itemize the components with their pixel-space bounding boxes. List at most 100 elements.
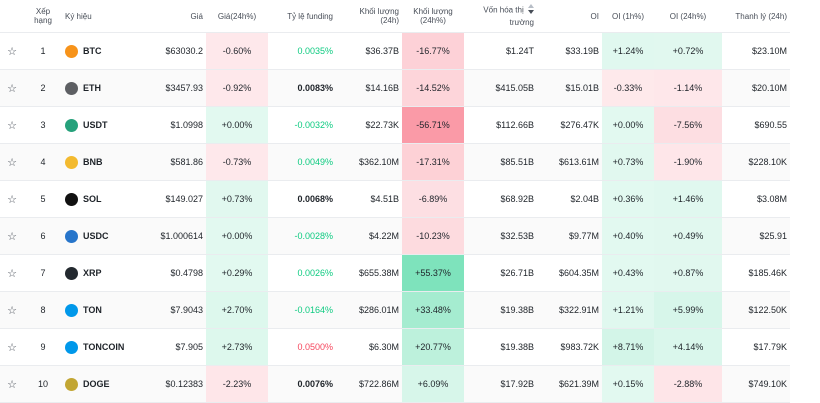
price-cell: $0.12383 — [138, 365, 206, 403]
coin-symbol: DOGE — [83, 379, 110, 389]
volume-cell: $4.51B — [336, 180, 402, 218]
favorite-cell: ☆ — [0, 365, 24, 403]
funding-rate-cell: 0.0035% — [268, 32, 336, 70]
oi-24h-cell: +0.87% — [654, 254, 722, 292]
volume-cell: $655.38M — [336, 254, 402, 292]
oi-1h-column-header[interactable]: OI (1h%) — [602, 0, 654, 33]
liquidation-column-header[interactable]: Thanh lý (24h) — [722, 0, 790, 33]
symbol-cell[interactable]: SOL — [62, 180, 138, 218]
symbol-column-header[interactable]: Ký hiệu — [62, 0, 138, 33]
oi-24h-cell: +4.14% — [654, 328, 722, 366]
liquidation-cell: $749.10K — [722, 365, 790, 403]
volume-change-cell: +6.09% — [402, 365, 464, 403]
volume-cell: $14.16B — [336, 69, 402, 107]
oi-24h-cell: -2.88% — [654, 365, 722, 403]
oi-24h-column-header[interactable]: OI (24h%) — [654, 0, 722, 33]
star-icon[interactable]: ☆ — [7, 267, 17, 280]
table-row-ton[interactable]: ☆ 8 TON $7.9043 +2.70% -0.0164% $286.01M… — [0, 291, 820, 329]
oi-24h-cell: -7.56% — [654, 106, 722, 144]
star-icon[interactable]: ☆ — [7, 304, 17, 317]
table-row-eth[interactable]: ☆ 2 ETH $3457.93 -0.92% 0.0083% $14.16B … — [0, 69, 820, 107]
table-header-row: Xếp hạng Ký hiệu Giá Giá(24h%) Tỷ lệ fun… — [0, 0, 820, 33]
symbol-cell[interactable]: ETH — [62, 69, 138, 107]
rank-cell: 5 — [24, 180, 62, 218]
symbol-cell[interactable]: TONCOIN — [62, 328, 138, 366]
star-icon[interactable]: ☆ — [7, 193, 17, 206]
price-column-header[interactable]: Giá — [138, 0, 206, 33]
volume-change-cell: -17.31% — [402, 143, 464, 181]
ethereum-icon — [65, 81, 78, 95]
funding-rate-column-header[interactable]: Tỷ lệ funding — [268, 0, 336, 33]
ton-icon — [65, 303, 78, 317]
favorite-cell: ☆ — [0, 217, 24, 255]
price-cell: $7.9043 — [138, 291, 206, 329]
star-icon[interactable]: ☆ — [7, 45, 17, 58]
favorite-cell: ☆ — [0, 143, 24, 181]
price-change-cell: -0.92% — [206, 69, 268, 107]
oi-cell: $2.04B — [537, 180, 602, 218]
price-change-cell: +0.00% — [206, 106, 268, 144]
funding-rate-cell: 0.0026% — [268, 254, 336, 292]
bitcoin-icon — [65, 44, 78, 58]
symbol-cell[interactable]: TON — [62, 291, 138, 329]
price-change-column-header[interactable]: Giá(24h%) — [206, 0, 268, 33]
volume-change-column-header[interactable]: Khối lượng (24h%) — [402, 0, 464, 33]
symbol-cell[interactable]: DOGE — [62, 365, 138, 403]
table-row-sol[interactable]: ☆ 5 SOL $149.027 +0.73% 0.0068% $4.51B -… — [0, 180, 820, 218]
price-change-cell: +2.70% — [206, 291, 268, 329]
price-cell: $3457.93 — [138, 69, 206, 107]
sort-icon[interactable] — [528, 4, 534, 17]
market-cap-cell: $112.66B — [464, 106, 537, 144]
favorite-cell: ☆ — [0, 69, 24, 107]
table-row-bnb[interactable]: ☆ 4 BNB $581.86 -0.73% 0.0049% $362.10M … — [0, 143, 820, 181]
symbol-cell[interactable]: USDT — [62, 106, 138, 144]
volume-cell: $36.37B — [336, 32, 402, 70]
funding-rate-cell: -0.0032% — [268, 106, 336, 144]
table-row-usdt[interactable]: ☆ 3 USDT $1.0998 +0.00% -0.0032% $22.73K… — [0, 106, 820, 144]
rank-cell: 3 — [24, 106, 62, 144]
favorite-column-header — [0, 0, 24, 33]
market-cap-header-line2: trường — [509, 18, 534, 27]
volume-change-cell: +33.48% — [402, 291, 464, 329]
oi-24h-cell: -1.90% — [654, 143, 722, 181]
coin-symbol: TONCOIN — [83, 342, 125, 352]
symbol-cell[interactable]: USDC — [62, 217, 138, 255]
volume-column-header[interactable]: Khối lượng (24h) — [336, 0, 402, 33]
oi-1h-cell: -0.33% — [602, 69, 654, 107]
symbol-cell[interactable]: BNB — [62, 143, 138, 181]
favorite-cell: ☆ — [0, 106, 24, 144]
liquidation-cell: $228.10K — [722, 143, 790, 181]
rank-column-header[interactable]: Xếp hạng — [24, 0, 62, 33]
star-icon[interactable]: ☆ — [7, 341, 17, 354]
symbol-cell[interactable]: BTC — [62, 32, 138, 70]
oi-1h-cell: +0.43% — [602, 254, 654, 292]
coin-symbol: SOL — [83, 194, 102, 204]
oi-cell: $604.35M — [537, 254, 602, 292]
price-change-cell: -0.73% — [206, 143, 268, 181]
price-change-cell: +0.73% — [206, 180, 268, 218]
table-row-doge[interactable]: ☆ 10 DOGE $0.12383 -2.23% 0.0076% $722.8… — [0, 365, 820, 403]
star-icon[interactable]: ☆ — [7, 156, 17, 169]
star-icon[interactable]: ☆ — [7, 119, 17, 132]
liquidation-cell: $185.46K — [722, 254, 790, 292]
symbol-cell[interactable]: XRP — [62, 254, 138, 292]
coin-symbol: USDC — [83, 231, 109, 241]
oi-column-header[interactable]: OI — [537, 0, 602, 33]
table-row-usdc[interactable]: ☆ 6 USDC $1.000614 +0.00% -0.0028% $4.22… — [0, 217, 820, 255]
market-cap-cell: $415.05B — [464, 69, 537, 107]
funding-rate-cell: 0.0500% — [268, 328, 336, 366]
oi-1h-cell: +0.40% — [602, 217, 654, 255]
volume-change-cell: +55.37% — [402, 254, 464, 292]
oi-1h-cell: +0.15% — [602, 365, 654, 403]
star-icon[interactable]: ☆ — [7, 82, 17, 95]
price-change-cell: -2.23% — [206, 365, 268, 403]
volume-change-cell: -56.71% — [402, 106, 464, 144]
table-row-btc[interactable]: ☆ 1 BTC $63030.2 -0.60% 0.0035% $36.37B … — [0, 32, 820, 70]
table-row-xrp[interactable]: ☆ 7 XRP $0.4798 +0.29% 0.0026% $655.38M … — [0, 254, 820, 292]
market-cap-column-header[interactable]: Vốn hóa thị trường — [464, 0, 537, 33]
coin-symbol: BNB — [83, 157, 103, 167]
star-icon[interactable]: ☆ — [7, 378, 17, 391]
volume-cell: $4.22M — [336, 217, 402, 255]
table-row-toncoin[interactable]: ☆ 9 TONCOIN $7.905 +2.73% 0.0500% $6.30M… — [0, 328, 820, 366]
star-icon[interactable]: ☆ — [7, 230, 17, 243]
